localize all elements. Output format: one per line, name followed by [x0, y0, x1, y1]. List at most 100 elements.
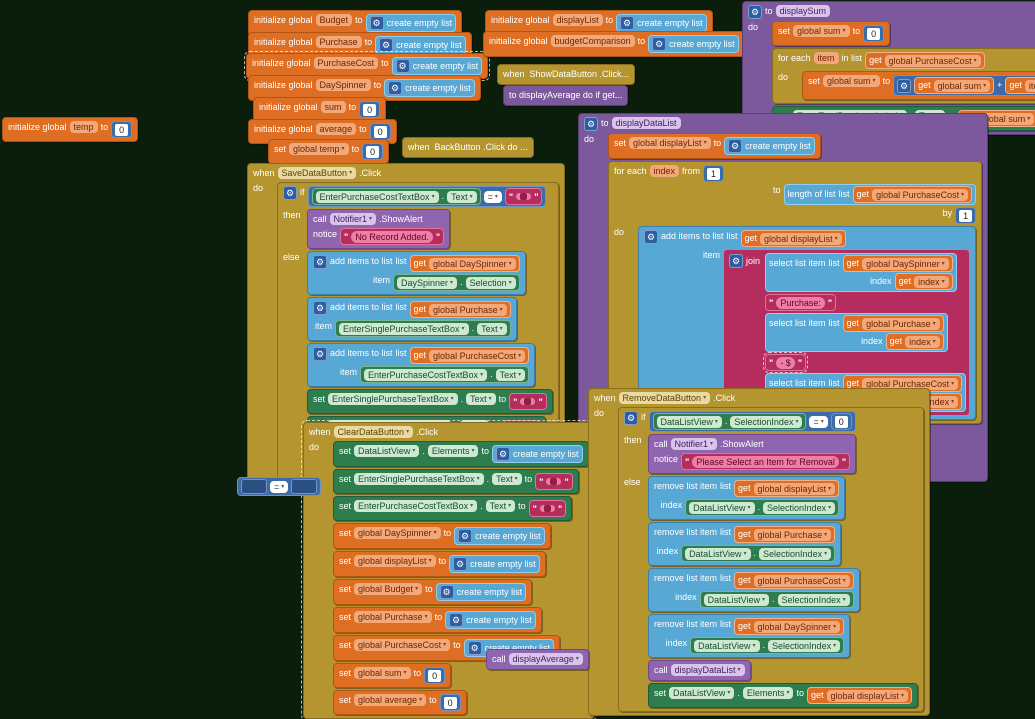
name-field[interactable]: displaySum: [775, 5, 831, 17]
math-block-value[interactable]: DataListView ▾. SelectionIndex ▾ = ▾ 0: [648, 411, 856, 432]
list-block[interactable]: remove list item list get global PurchaseCo…: [648, 568, 860, 612]
variable-block[interactable]: initialize global displayList to ⚙ create em…: [485, 10, 713, 36]
event-block[interactable]: when ClearDataButton ▾ .Click do set DataListV…: [301, 420, 597, 719]
string-content[interactable]: Please Select an Item for Removal: [692, 455, 839, 468]
dropdown-field[interactable]: global displayList▾: [826, 689, 909, 702]
component-block-value[interactable]: EnterPurchaseCostTextBox ▾. Text ▾: [360, 366, 530, 383]
mutator-gear-icon[interactable]: ⚙: [388, 81, 403, 95]
dropdown-field[interactable]: global PurchaseCost ▾: [884, 54, 981, 67]
init-global-temp[interactable]: initialize global temp to 0: [2, 117, 139, 142]
dropdown-field[interactable]: SaveDataButton ▾: [277, 167, 357, 179]
control-block[interactable]: for each item in list get global PurchaseCos…: [772, 48, 1035, 104]
mutator-gear-icon[interactable]: ⚙: [453, 557, 468, 571]
dropdown-field[interactable]: global Purchase ▾: [354, 611, 432, 623]
math-block-value[interactable]: 1: [703, 165, 725, 182]
mutator-gear-icon[interactable]: ⚙: [728, 139, 743, 153]
dropdown-field[interactable]: global PurchaseCost ▾: [872, 188, 969, 201]
control-block[interactable]: for each index from 1 to length of list list ge…: [608, 161, 983, 424]
init-global-purchasecost[interactable]: initialize global PurchaseCost to ⚙ create e…: [243, 51, 491, 81]
mutator-gear-icon[interactable]: ⚙: [620, 16, 635, 30]
name-field[interactable]: displayDataList: [611, 117, 681, 129]
name-field[interactable]: index: [649, 165, 680, 177]
string-content[interactable]: No Record Added.: [351, 230, 433, 243]
dropdown-field[interactable]: RemoveDataButton ▾: [618, 392, 711, 404]
component-block-value[interactable]: DataListView ▾. SelectionIndex ▾: [681, 545, 836, 562]
variable-block-value[interactable]: get global DaySpinner ▾: [842, 255, 953, 272]
dropdown-field[interactable]: DataListView▾: [656, 415, 722, 428]
dropdown-field[interactable]: EnterPurchaseCostTextBox▾: [315, 190, 439, 203]
dropdown-field[interactable]: DataListView▾: [685, 547, 751, 560]
dropdown-field[interactable]: global DaySpinner ▾: [429, 257, 516, 270]
list-block-value[interactable]: select list item list get global Purchase ▾ i…: [765, 313, 948, 352]
mutator-gear-icon[interactable]: ⚙: [584, 117, 598, 131]
text-value-block[interactable]: "": [535, 473, 573, 490]
dropdown-field[interactable]: global sum ▾: [933, 79, 991, 92]
name-field[interactable]: item: [813, 52, 839, 64]
variable-block[interactable]: set global Purchase ▾ to ⚙ create empty list: [333, 607, 542, 633]
mutator-gear-icon[interactable]: ⚙: [313, 301, 327, 315]
mutator-gear-icon[interactable]: ⚙: [467, 641, 482, 655]
list-block-value[interactable]: length of list list get global PurchaseCost…: [783, 184, 977, 205]
variable-block[interactable]: initialize global budgetComparison to ⚙ crea…: [483, 31, 745, 57]
mutator-gear-icon[interactable]: ⚙: [729, 254, 744, 268]
string-content[interactable]: [539, 505, 555, 512]
mutator-gear-icon[interactable]: ⚙: [458, 529, 473, 543]
event-block[interactable]: when ShowDataButton .Click...: [497, 64, 636, 85]
dropdown-field[interactable]: EnterPurchaseCostTextBox▾: [364, 368, 488, 381]
init-global-displaylist[interactable]: initialize global displayList to ⚙ create em…: [485, 10, 713, 36]
component-block-value[interactable]: EnterSinglePurchaseTextBox ▾. Text ▾: [334, 320, 511, 337]
mutator-gear-icon[interactable]: ⚙: [439, 585, 454, 599]
list-block[interactable]: remove list item list get global DaySpinner…: [648, 614, 851, 658]
dropdown-field[interactable]: SelectionIndex ▾: [763, 501, 836, 514]
set-global-temp[interactable]: set global temp ▾ to 0: [268, 139, 390, 164]
dropdown-field[interactable]: global displayList▾: [753, 482, 836, 495]
procedure-call-block[interactable]: call displayAverage ▾: [486, 649, 589, 670]
dropdown-field[interactable]: ClearDataButton ▾: [333, 426, 414, 438]
component-block-value[interactable]: DaySpinner ▾. Selection ▾: [393, 274, 520, 291]
list-block[interactable]: ⚙ add items to list list get global displayL…: [638, 226, 977, 420]
dropdown-field[interactable]: global DaySpinner ▾: [862, 257, 949, 270]
variable-block-value[interactable]: getitem▾: [1005, 77, 1035, 94]
init-global-sum[interactable]: initialize global sum to 0: [253, 97, 387, 122]
dropdown-field[interactable]: global PurchaseCost ▾: [354, 639, 451, 651]
dropdown-field[interactable]: EnterSinglePurchaseTextBox ▾: [354, 473, 484, 485]
list-block[interactable]: ⚙ add items to list list get global DaySpinn…: [307, 251, 526, 295]
dropdown-field[interactable]: global Purchase ▾: [753, 528, 832, 541]
event-removedatabutton-click[interactable]: when RemoveDataButton ▾ .Click do ⚙ if DataList…: [588, 388, 931, 716]
dropdown-field[interactable]: Notifier1▾: [329, 213, 377, 225]
text-value-block[interactable]: " - $ ": [763, 352, 809, 373]
dropdown-field[interactable]: Selection ▾: [465, 276, 516, 289]
control-block[interactable]: ⚙ if DataListView ▾. SelectionIndex ▾ = ▾ 0 then c…: [618, 407, 925, 712]
procedure-block[interactable]: ⚙ to displaySum do set global sum ▾ to 0 for each…: [742, 1, 1035, 135]
string-content[interactable]: Purchase:: [776, 296, 825, 309]
dropdown-field[interactable]: DataListView▾: [703, 593, 770, 606]
variable-block-value[interactable]: get global PurchaseCost ▾: [734, 572, 854, 589]
dropdown-field[interactable]: SelectionIndex ▾: [777, 593, 850, 606]
variable-block-value[interactable]: get global DaySpinner ▾: [409, 255, 520, 272]
number-field[interactable]: 0: [115, 123, 129, 136]
text-value-block[interactable]: " No Record Added. ": [340, 228, 445, 245]
variable-block[interactable]: set global displayList ▾ to ⚙ create empty li…: [608, 133, 821, 159]
mutator-gear-icon[interactable]: ⚙: [644, 230, 658, 244]
number-field[interactable]: 0: [428, 669, 442, 682]
dropdown-field[interactable]: Elements▾: [427, 445, 479, 457]
math-block-value[interactable]: 0: [362, 143, 384, 160]
dropdown-field[interactable]: index ▾: [905, 335, 940, 348]
text-value-block[interactable]: " Please Select an Item for Removal ": [681, 453, 851, 470]
dropdown-field[interactable]: SelectionIndex ▾: [730, 415, 803, 428]
math-block-value[interactable]: 0: [863, 25, 885, 42]
dropdown-field[interactable]: SelectionIndex ▾: [759, 547, 832, 560]
dropdown-field[interactable]: displayAverage ▾: [508, 653, 583, 665]
mutator-gear-icon[interactable]: ⚙: [313, 255, 327, 269]
math-block-value[interactable]: 0: [439, 694, 461, 711]
text-value-block[interactable]: "": [504, 188, 543, 205]
variable-block-value[interactable]: get global PurchaseCost ▾: [409, 347, 530, 364]
string-content[interactable]: [516, 193, 532, 200]
dropdown-field[interactable]: Text▾: [447, 190, 477, 203]
list-block[interactable]: ⚙ add items to list list get global Purchase…: [307, 297, 517, 341]
init-global-budget[interactable]: initialize global Budget to ⚙ create empty l…: [248, 10, 463, 36]
component-block-value[interactable]: DataListView ▾. SelectionIndex ▾: [685, 499, 840, 516]
procedure-displaysum[interactable]: ⚙ to displaySum do set global sum ▾ to 0 for each…: [742, 1, 1035, 135]
